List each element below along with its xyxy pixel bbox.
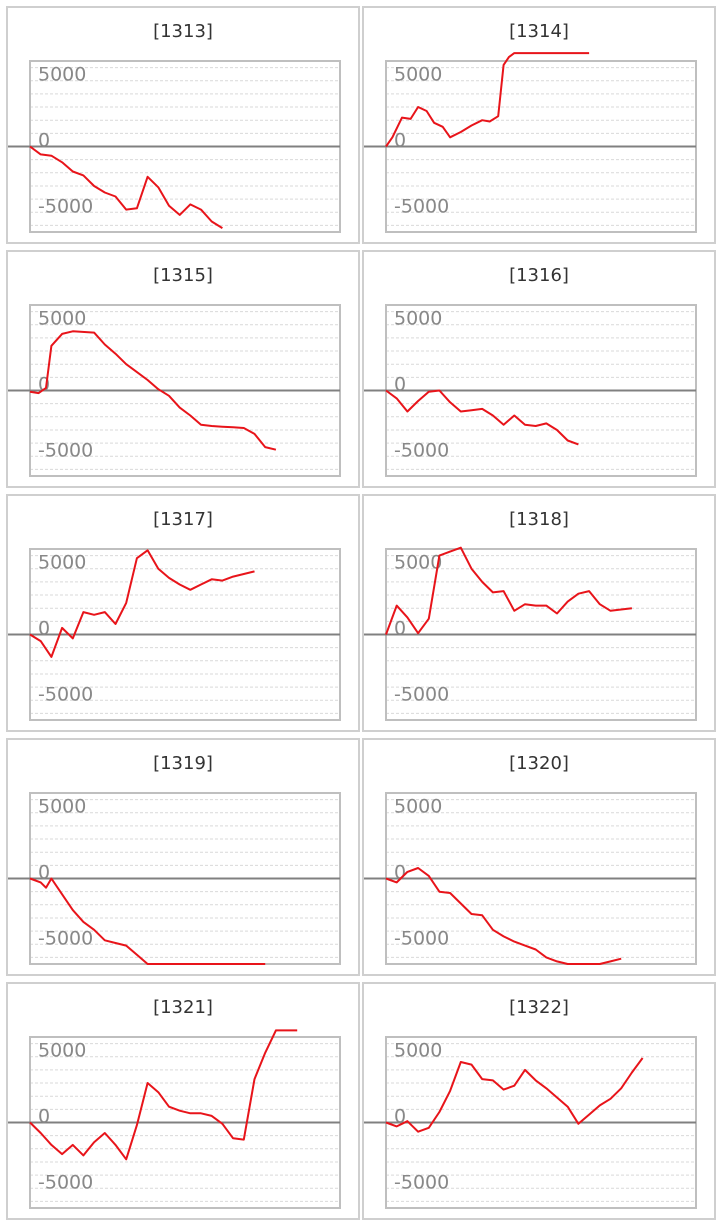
y-tick-label: 0 xyxy=(38,618,50,640)
y-tick-label: -5000 xyxy=(394,683,449,705)
line-chart: 5000 0 -5000 xyxy=(364,546,697,721)
series-line xyxy=(29,1029,298,1161)
y-tick-label: 5000 xyxy=(394,64,442,86)
line-chart: 5000 0 -5000 xyxy=(8,60,341,233)
y-tick-label: 0 xyxy=(394,374,406,396)
line-chart: 5000 0 -5000 xyxy=(364,792,697,965)
chart-title: [1321] xyxy=(153,997,213,1018)
y-tick-label: 0 xyxy=(394,862,406,884)
line-chart: 5000 0 -5000 xyxy=(8,792,341,965)
series-line xyxy=(29,549,255,658)
y-tick-label: 5000 xyxy=(394,308,442,330)
y-tick-label: -5000 xyxy=(394,1171,449,1193)
series-line xyxy=(385,546,633,635)
y-tick-label: 0 xyxy=(394,1106,406,1128)
y-tick-label: -5000 xyxy=(394,439,449,461)
line-chart: 5000 0 -5000 xyxy=(364,304,697,477)
y-tick-label: 5000 xyxy=(394,1040,442,1062)
chart-panel-1316: [1316] 5000 0 -5000 xyxy=(362,250,716,488)
y-tick-label: -5000 xyxy=(38,683,93,705)
chart-panel-1313: [1313] 5000 0 -5000 xyxy=(6,6,360,244)
chart-panel-1322: [1322] 5000 0 -5000 xyxy=(362,982,716,1220)
series-line xyxy=(29,330,277,451)
chart-title: [1314] xyxy=(509,21,569,42)
y-tick-label: 5000 xyxy=(394,796,442,818)
y-tick-label: 5000 xyxy=(394,552,442,574)
chart-panel-1318: [1318] 5000 0 -5000 xyxy=(362,494,716,732)
y-tick-label: 0 xyxy=(38,130,50,152)
y-tick-label: -5000 xyxy=(394,195,449,217)
y-tick-label: 0 xyxy=(38,862,50,884)
y-tick-label: 0 xyxy=(38,1106,50,1128)
line-chart: 5000 0 -5000 xyxy=(364,52,697,233)
y-tick-label: 5000 xyxy=(38,552,86,574)
y-tick-label: 0 xyxy=(394,618,406,640)
line-chart: 5000 0 -5000 xyxy=(8,548,341,721)
line-chart: 5000 0 -5000 xyxy=(8,1029,341,1209)
chart-title: [1313] xyxy=(153,21,213,42)
series-line xyxy=(385,1057,644,1133)
chart-panel-1314: [1314] 5000 0 -5000 xyxy=(362,6,716,244)
y-tick-label: -5000 xyxy=(38,195,93,217)
chart-panel-1320: [1320] 5000 0 -5000 xyxy=(362,738,716,976)
y-tick-label: 5000 xyxy=(38,308,86,330)
chart-panel-1317: [1317] 5000 0 -5000 xyxy=(6,494,360,732)
y-tick-label: -5000 xyxy=(38,1171,93,1193)
series-line xyxy=(385,867,622,965)
chart-title: [1316] xyxy=(509,265,569,286)
series-line xyxy=(29,877,266,965)
y-tick-label: -5000 xyxy=(394,927,449,949)
chart-panel-1319: [1319] 5000 0 -5000 xyxy=(6,738,360,976)
y-tick-label: 5000 xyxy=(38,1040,86,1062)
y-tick-label: -5000 xyxy=(38,439,93,461)
chart-title: [1318] xyxy=(509,509,569,530)
y-tick-label: 0 xyxy=(394,130,406,152)
chart-title: [1315] xyxy=(153,265,213,286)
line-chart: 5000 0 -5000 xyxy=(364,1036,697,1209)
chart-title: [1319] xyxy=(153,753,213,774)
series-line xyxy=(385,389,579,446)
y-tick-label: 5000 xyxy=(38,64,86,86)
y-tick-label: -5000 xyxy=(38,927,93,949)
chart-panel-1321: [1321] 5000 0 -5000 xyxy=(6,982,360,1220)
chart-panel-1315: [1315] 5000 0 -5000 xyxy=(6,250,360,488)
y-tick-label: 5000 xyxy=(38,796,86,818)
chart-title: [1320] xyxy=(509,753,569,774)
chart-title: [1322] xyxy=(509,997,569,1018)
chart-title: [1317] xyxy=(153,509,213,530)
